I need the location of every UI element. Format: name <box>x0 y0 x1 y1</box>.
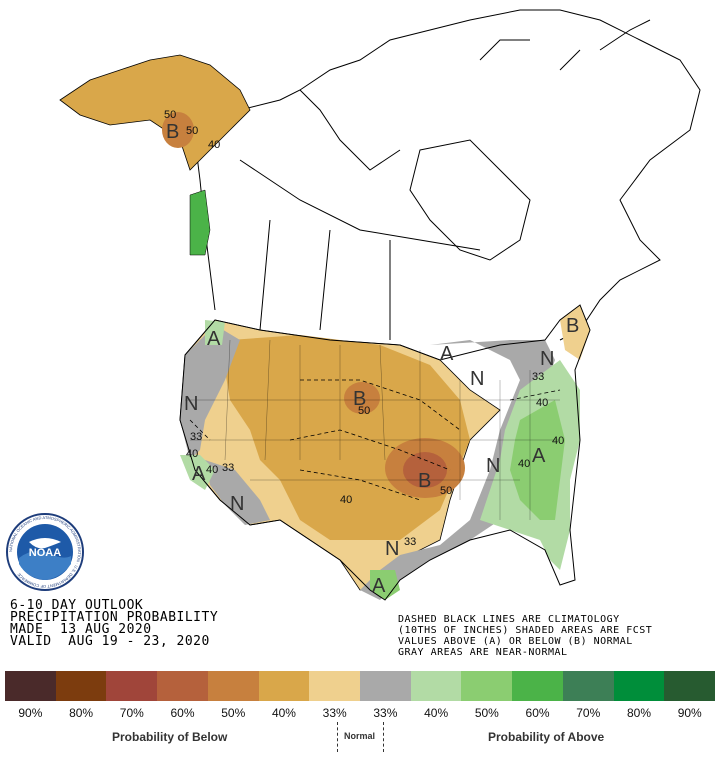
region-label-ne-n: N <box>540 348 554 370</box>
note-line: (10THS OF INCHES) SHADED AREAS ARE FCST <box>398 625 653 636</box>
contour-label: 50 <box>164 109 176 121</box>
outlook-title: 6-10 DAY OUTLOOK <box>10 598 144 613</box>
legend-swatch <box>309 671 361 701</box>
region-label-tx-n: N <box>385 538 399 560</box>
region-label-okla-b: B <box>418 470 431 492</box>
note-line: VALUES ABOVE (A) OR BELOW (B) NORMAL <box>398 636 633 647</box>
alaska-region <box>59 54 251 171</box>
outlook-made-date: MADE 13 AUG 2020 <box>10 622 152 637</box>
note-line: GRAY AREAS ARE NEAR-NORMAL <box>398 647 568 658</box>
region-label-az-n: N <box>230 493 244 515</box>
contour-label: 50 <box>440 485 452 497</box>
legend-swatch-label: 90% <box>18 706 43 720</box>
map-notes: DASHED BLACK LINES ARE CLIMATOLOGY (10TH… <box>398 614 652 658</box>
legend-swatch <box>664 671 716 701</box>
outlook-valid-dates: VALID AUG 19 - 23, 2020 <box>10 634 210 649</box>
contour-label: 40 <box>186 448 198 460</box>
legend-normal-caption: Normal <box>344 731 376 741</box>
legend-swatch <box>461 671 513 701</box>
legend-swatch-label: 60% <box>170 706 195 720</box>
region-label-ny-a: A <box>440 343 454 365</box>
contour-label: 33 <box>222 462 234 474</box>
legend-swatch-label: 80% <box>69 706 94 720</box>
region-label-dakota-b: B <box>353 388 366 410</box>
contour-label: 40 <box>518 458 530 470</box>
contour-label: 50 <box>358 405 370 417</box>
contour-label: 40 <box>536 397 548 409</box>
legend-swatch <box>360 671 411 701</box>
west-near-normal <box>180 325 240 460</box>
legend-swatch <box>613 671 665 701</box>
region-label-maine-b: B <box>566 315 579 337</box>
contour-label: 40 <box>552 435 564 447</box>
legend-swatch-label: 90% <box>677 706 702 720</box>
legend-swatch <box>410 671 462 701</box>
region-label-socal-a: A <box>192 463 206 485</box>
contour-label: 33 <box>190 431 202 443</box>
legend-swatch-label: 60% <box>525 706 550 720</box>
legend-swatch <box>562 671 614 701</box>
outlook-title-block: 6-10 DAY OUTLOOK PRECIPITATION PROBABILI… <box>10 598 219 649</box>
pacific-nw-green <box>189 189 211 256</box>
legend-swatch <box>5 671 56 701</box>
note-line: DASHED BLACK LINES ARE CLIMATOLOGY <box>398 614 620 625</box>
noaa-logo: NOAA NATIONAL OCEANIC AND ATMOSPHERIC AD… <box>6 513 84 591</box>
az-near-normal <box>205 460 270 525</box>
legend-swatch-label: 70% <box>119 706 144 720</box>
state-lines <box>185 339 560 520</box>
legend-swatch-label: 50% <box>474 706 499 720</box>
legend-swatch-label: 33% <box>373 706 398 720</box>
okla-below60 <box>403 452 447 488</box>
region-label-alaska-b: B <box>166 121 179 143</box>
noaa-logo-text: NOAA <box>29 547 61 559</box>
probability-legend <box>5 671 716 701</box>
north-america-outline <box>194 9 701 341</box>
legend-swatch-label: 40% <box>271 706 296 720</box>
contour-label: 50 <box>186 125 198 137</box>
dakota-below50 <box>344 382 380 414</box>
legend-above-caption: Probability of Above <box>488 730 605 744</box>
legend-swatch <box>55 671 107 701</box>
legend-labels: 90% 80% 70% 60% 50% 40% 33% 33% 40% 50% 60% 70% 80% 9… <box>5 706 715 720</box>
precipitation-outlook-map: B A N A N B B B A N N A N N A 50 50 40 5… <box>59 9 701 601</box>
region-label-ohio-n: N <box>470 368 484 390</box>
legend-below-caption: Probability of Below <box>112 730 228 744</box>
legend-swatch <box>258 671 310 701</box>
se-above50 <box>510 400 565 520</box>
texas-above <box>370 570 400 600</box>
normal-divider-right <box>383 722 384 752</box>
conus-border <box>179 304 591 601</box>
legend-swatch <box>207 671 259 701</box>
legend-swatch-label: 80% <box>626 706 651 720</box>
contour-label: 40 <box>206 464 218 476</box>
legend-swatch <box>106 671 158 701</box>
outlook-subtitle: PRECIPITATION PROBABILITY <box>10 610 219 625</box>
legend-swatch-label: 50% <box>221 706 246 720</box>
contour-label: 40 <box>340 494 352 506</box>
legend-swatch-label: 40% <box>424 706 449 720</box>
region-label-nevada-n: N <box>184 393 198 415</box>
climatology-dashed-lines <box>189 379 561 501</box>
legend-swatch <box>512 671 563 701</box>
maine-below <box>560 305 590 360</box>
region-label-wa-a: A <box>207 328 221 350</box>
region-label-se-a: A <box>532 445 546 467</box>
contour-label: 33 <box>532 371 544 383</box>
legend-swatch-label: 33% <box>322 706 347 720</box>
region-label-tx-a: A <box>372 575 386 597</box>
region-label-ky-n: N <box>486 455 500 477</box>
contour-label: 33 <box>404 536 416 548</box>
conus-region <box>179 304 591 601</box>
normal-divider-left <box>337 722 338 752</box>
contour-label: 40 <box>208 139 220 151</box>
legend-swatch-label: 70% <box>576 706 601 720</box>
legend-swatch <box>157 671 208 701</box>
